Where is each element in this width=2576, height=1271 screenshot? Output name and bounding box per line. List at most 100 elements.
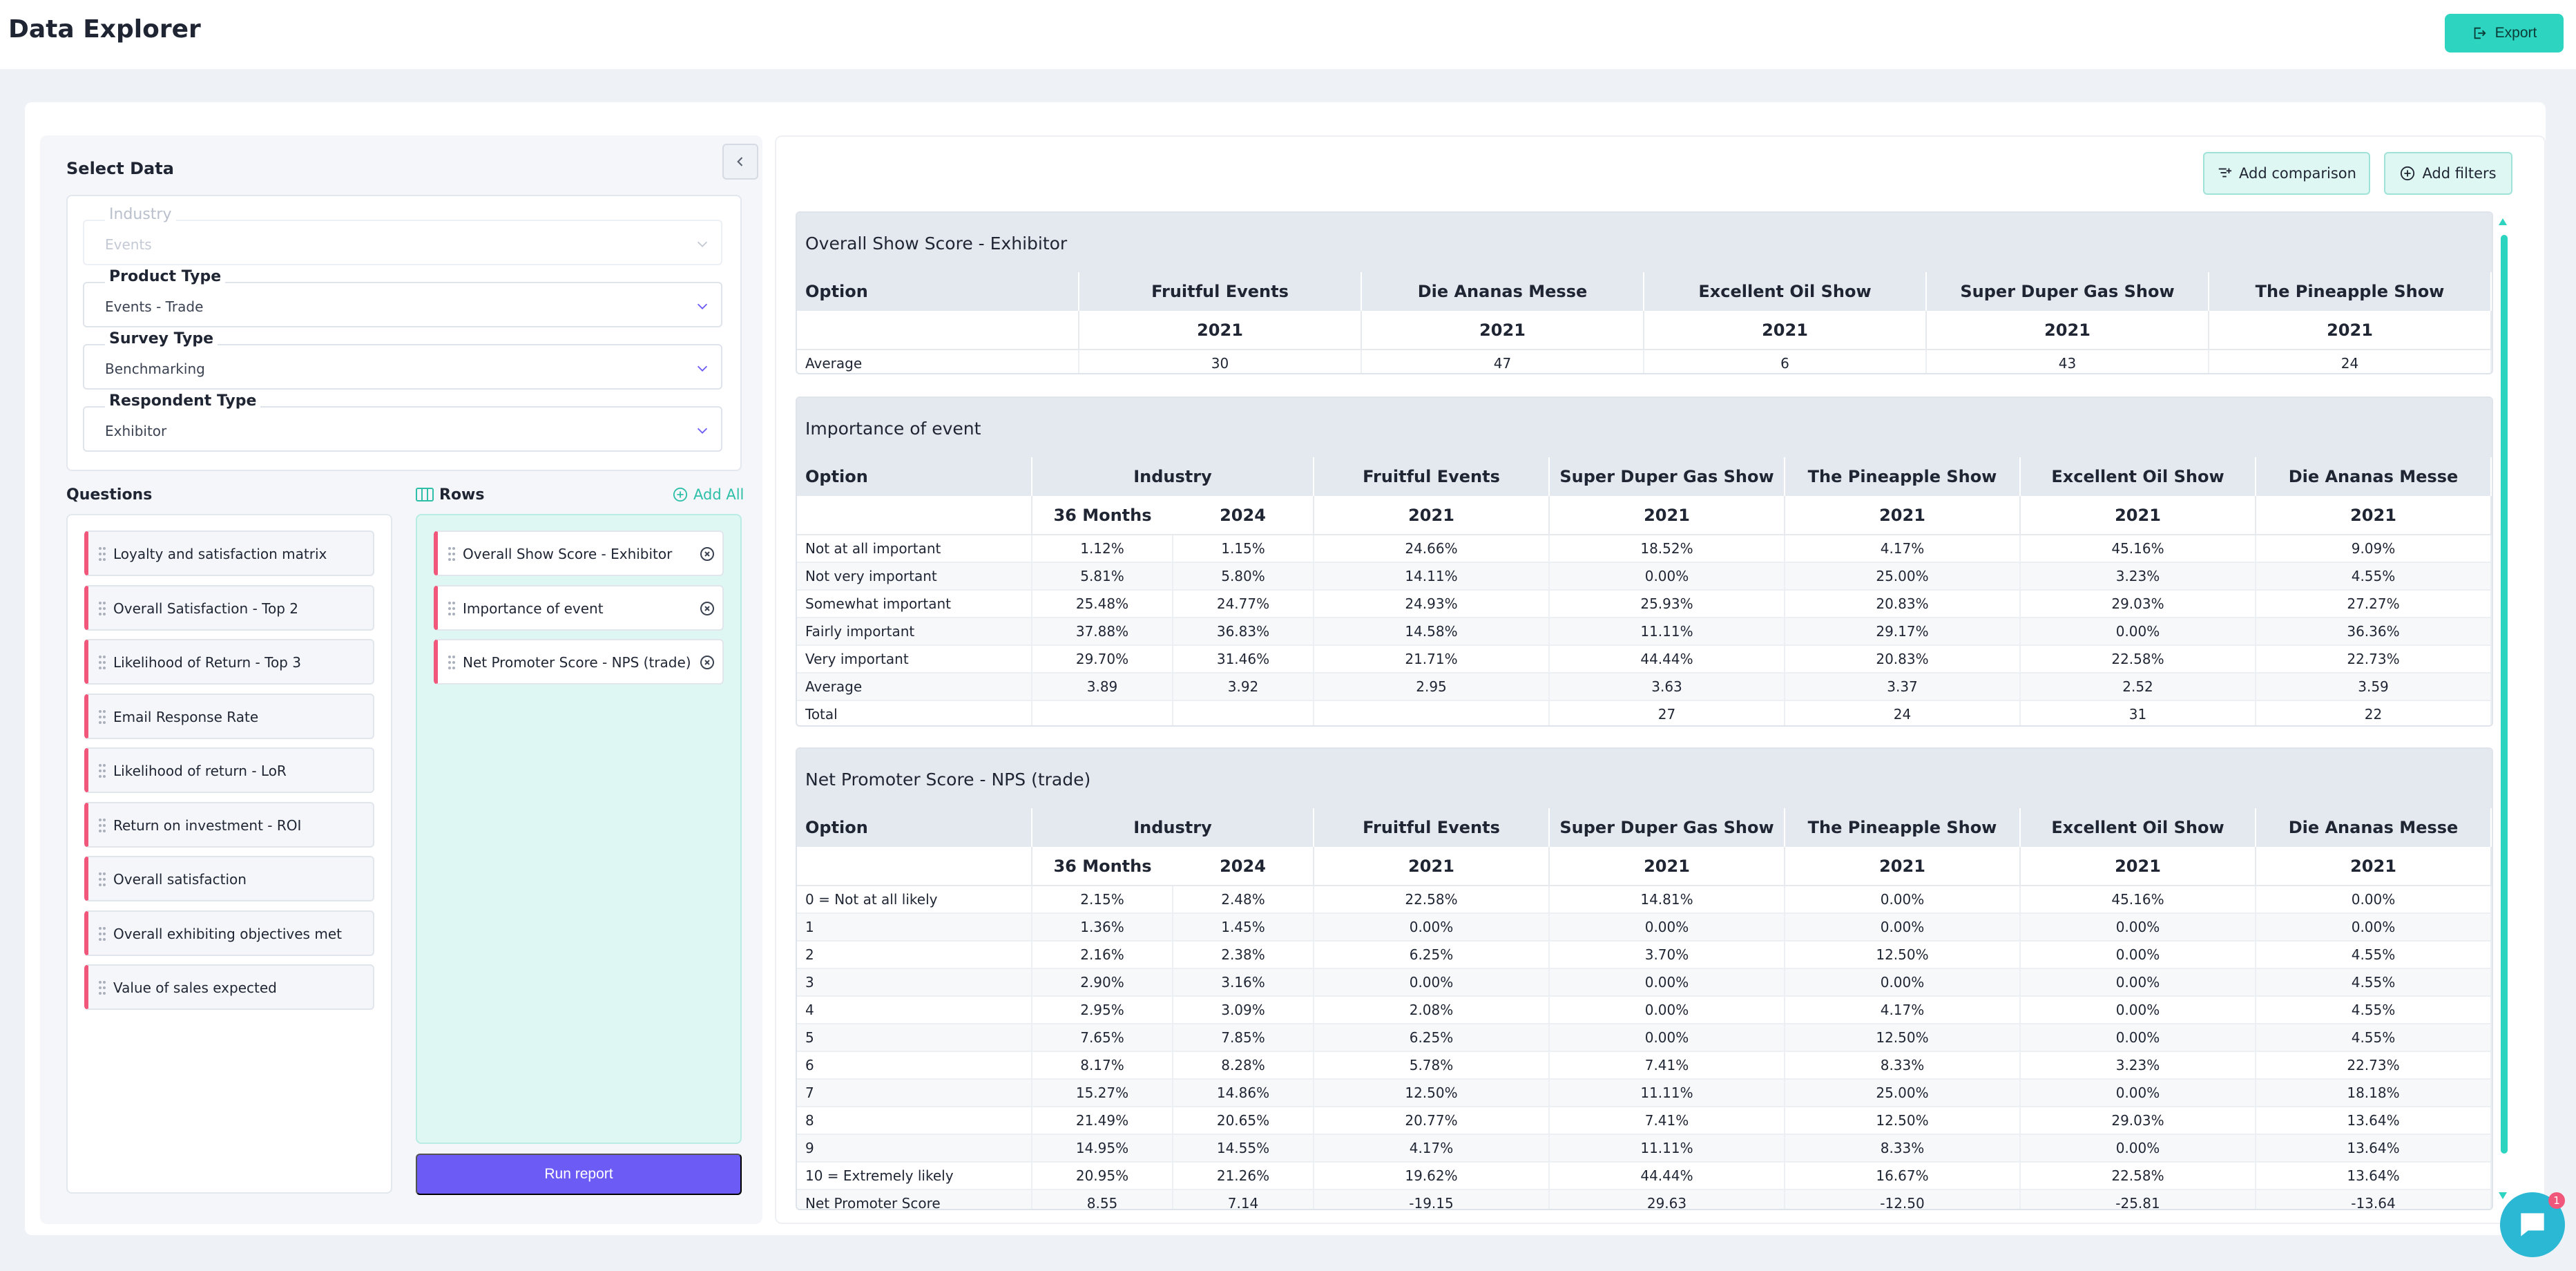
question-item[interactable]: Return on investment - ROI bbox=[84, 801, 374, 848]
value-cell: 22.58% bbox=[1314, 886, 1550, 914]
remove-row-icon[interactable] bbox=[699, 546, 715, 562]
value-cell: 22.73% bbox=[2256, 645, 2492, 673]
top-bar bbox=[0, 0, 2576, 69]
question-label: Overall exhibiting objectives met bbox=[113, 925, 342, 942]
run-report-button[interactable]: Run report bbox=[416, 1154, 742, 1195]
value-cell: 8.33% bbox=[1785, 1051, 2021, 1080]
column-header: Excellent Oil Show bbox=[2020, 457, 2256, 496]
chat-notification-badge: 1 bbox=[2548, 1192, 2565, 1209]
plus-circle-icon bbox=[2401, 166, 2415, 181]
row-option-cell: 6 bbox=[797, 1051, 1032, 1080]
question-item[interactable]: Email Response Rate bbox=[84, 693, 374, 739]
survey-type-select[interactable]: Survey Type Benchmarking bbox=[83, 330, 722, 390]
value-cell: 18.18% bbox=[2256, 1079, 2492, 1107]
value-cell: 29.70% bbox=[1032, 645, 1173, 673]
scroll-down-arrow-icon[interactable] bbox=[2497, 1191, 2508, 1201]
question-label: Loyalty and satisfaction matrix bbox=[113, 546, 327, 562]
value-cell: 4.17% bbox=[1785, 996, 2021, 1024]
drag-handle-icon[interactable] bbox=[448, 654, 456, 671]
value-cell: 24 bbox=[1785, 700, 2021, 725]
question-item[interactable]: Overall satisfaction bbox=[84, 856, 374, 901]
value-cell: 2.15% bbox=[1032, 886, 1173, 914]
drag-handle-icon[interactable] bbox=[98, 654, 106, 671]
value-cell: 47 bbox=[1361, 350, 1644, 373]
add-filters-button[interactable]: Add filters bbox=[2384, 152, 2512, 195]
value-cell: 13.64% bbox=[2256, 1107, 2492, 1135]
value-cell: 22.58% bbox=[2020, 645, 2256, 673]
question-label: Value of sales expected bbox=[113, 979, 277, 996]
value-cell: 8.17% bbox=[1032, 1051, 1173, 1080]
value-cell: 3.16% bbox=[1173, 968, 1314, 997]
section-title: Overall Show Score - Exhibitor bbox=[797, 213, 2492, 272]
export-label: Export bbox=[2495, 25, 2537, 41]
question-item[interactable]: Overall Satisfaction - Top 2 bbox=[84, 584, 374, 631]
option-header: Option bbox=[797, 457, 1032, 496]
respondent-type-value: Exhibitor bbox=[105, 423, 167, 439]
question-item[interactable]: Loyalty and satisfaction matrix bbox=[84, 531, 374, 576]
product-type-value: Events - Trade bbox=[105, 298, 204, 315]
value-cell: 24.77% bbox=[1173, 590, 1314, 618]
value-cell: 21.49% bbox=[1032, 1107, 1173, 1135]
drag-handle-icon[interactable] bbox=[98, 979, 106, 996]
remove-row-icon[interactable] bbox=[699, 600, 715, 617]
row-item[interactable]: Net Promoter Score - NPS (trade) bbox=[434, 639, 724, 685]
value-cell: 1.15% bbox=[1173, 535, 1314, 563]
value-cell: 0.00% bbox=[2020, 996, 2256, 1024]
table-row: Average 3.89 3.92 2.95 3.63 3.37 2.52 3.59 bbox=[797, 673, 2492, 701]
drag-handle-icon[interactable] bbox=[98, 817, 106, 834]
value-cell: 0.00% bbox=[2020, 913, 2256, 942]
value-cell: 0.00% bbox=[1549, 1024, 1785, 1052]
year-header: 2021 bbox=[1644, 311, 1927, 350]
table-row: Net Promoter Score 8.55 7.14 -19.15 29.63 -12… bbox=[797, 1189, 2492, 1209]
table-row: Total 27 24 31 22 bbox=[797, 700, 2492, 725]
value-cell: 0.00% bbox=[2020, 1134, 2256, 1163]
page-title: Data Explorer bbox=[8, 15, 201, 44]
value-cell: 6 bbox=[1644, 350, 1927, 373]
question-item[interactable]: Overall exhibiting objectives met bbox=[84, 910, 374, 956]
year-header: 2021 bbox=[2256, 847, 2492, 886]
drag-handle-icon[interactable] bbox=[448, 546, 456, 562]
row-item[interactable]: Overall Show Score - Exhibitor bbox=[434, 531, 724, 576]
drag-handle-icon[interactable] bbox=[98, 871, 106, 888]
survey-type-value: Benchmarking bbox=[105, 361, 205, 377]
respondent-type-select[interactable]: Respondent Type Exhibitor bbox=[83, 392, 722, 452]
drag-handle-icon[interactable] bbox=[98, 763, 106, 779]
value-cell: -12.50 bbox=[1785, 1189, 2021, 1209]
product-type-select[interactable]: Product Type Events - Trade bbox=[83, 268, 722, 327]
question-item[interactable]: Likelihood of return - LoR bbox=[84, 747, 374, 793]
drag-handle-icon[interactable] bbox=[98, 926, 106, 942]
row-item[interactable]: Importance of event bbox=[434, 584, 724, 631]
export-button[interactable]: Export bbox=[2445, 14, 2564, 52]
column-header: Excellent Oil Show bbox=[1644, 272, 1927, 311]
remove-row-icon[interactable] bbox=[699, 654, 715, 671]
value-cell: 45.16% bbox=[2020, 535, 2256, 563]
question-item[interactable]: Likelihood of Return - Top 3 bbox=[84, 639, 374, 685]
column-header: Fruitful Events bbox=[1079, 272, 1362, 311]
drag-handle-icon[interactable] bbox=[448, 600, 456, 617]
drag-handle-icon[interactable] bbox=[98, 600, 106, 617]
survey-type-label: Survey Type bbox=[105, 330, 218, 347]
column-header: Industry bbox=[1032, 457, 1314, 496]
year-header: 2021 bbox=[1079, 311, 1362, 350]
overall-show-score-table: Overall Show Score - Exhibitor Option Fr… bbox=[796, 211, 2493, 374]
period-header: 36 Months bbox=[1032, 847, 1173, 886]
scroll-up-arrow-icon[interactable] bbox=[2497, 217, 2508, 227]
drag-handle-icon[interactable] bbox=[98, 709, 106, 725]
table-row: 9 14.95% 14.55% 4.17% 11.11% 8.33% 0.00% 13.64% bbox=[797, 1134, 2492, 1163]
year-header: 2021 bbox=[2256, 496, 2492, 535]
year-header: 2021 bbox=[1926, 311, 2209, 350]
value-cell: 4.17% bbox=[1314, 1134, 1550, 1163]
drag-handle-icon[interactable] bbox=[98, 546, 106, 562]
collapse-panel-button[interactable] bbox=[722, 144, 758, 180]
add-all-button[interactable]: Add All bbox=[673, 486, 744, 503]
question-item[interactable]: Value of sales expected bbox=[84, 964, 374, 1010]
table-row: Somewhat important 25.48% 24.77% 24.93% 25.9… bbox=[797, 590, 2492, 618]
value-cell: 25.00% bbox=[1785, 1079, 2021, 1107]
option-header: Option bbox=[797, 272, 1079, 311]
value-cell: 24 bbox=[2209, 350, 2492, 373]
value-cell: 2.90% bbox=[1032, 968, 1173, 997]
scrollbar-thumb[interactable] bbox=[2501, 235, 2508, 1154]
add-comparison-button[interactable]: Add comparison bbox=[2203, 152, 2370, 195]
column-header: The Pineapple Show bbox=[1785, 808, 2021, 847]
value-cell: 20.95% bbox=[1032, 1162, 1173, 1190]
